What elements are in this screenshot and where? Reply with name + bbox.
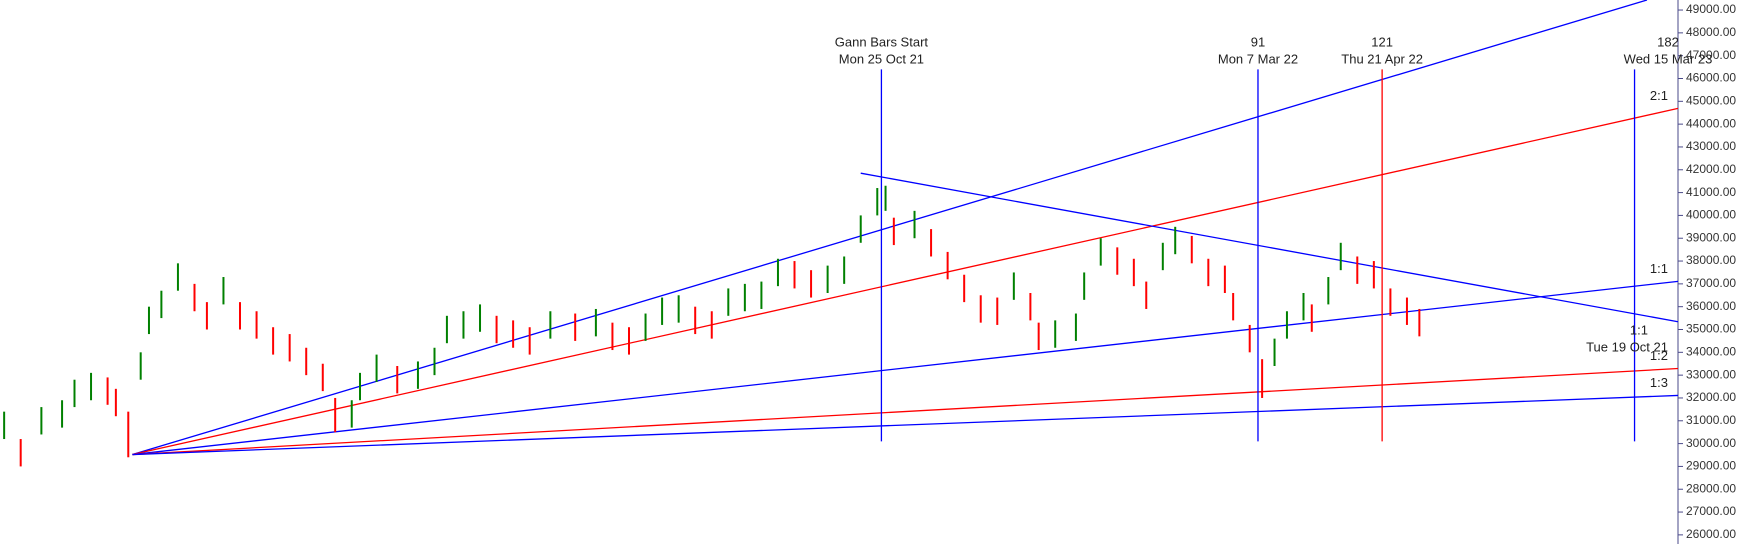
y-tick-label: 37000.00 (1686, 276, 1736, 290)
fan-label: 1:2 (1650, 348, 1668, 363)
fan-label: 1:3 (1650, 375, 1668, 390)
fan-label: 2:1 (1650, 88, 1668, 103)
y-tick-label: 26000.00 (1686, 527, 1736, 541)
y-tick-label: 32000.00 (1686, 390, 1736, 404)
y-tick-label: 46000.00 (1686, 71, 1736, 85)
y-tick-label: 30000.00 (1686, 436, 1736, 450)
y-tick-label: 33000.00 (1686, 367, 1736, 381)
y-tick-label: 28000.00 (1686, 481, 1736, 495)
y-tick-label: 41000.00 (1686, 185, 1736, 199)
y-tick-label: 36000.00 (1686, 299, 1736, 313)
y-tick-label: 43000.00 (1686, 139, 1736, 153)
y-tick-label: 39000.00 (1686, 230, 1736, 244)
time-label: 121 (1371, 34, 1393, 49)
y-tick-label: 49000.00 (1686, 2, 1736, 16)
y-tick-label: 27000.00 (1686, 504, 1736, 518)
time-label: Wed 15 Mar 23 (1624, 51, 1713, 66)
y-tick-label: 40000.00 (1686, 208, 1736, 222)
y-tick-label: 31000.00 (1686, 413, 1736, 427)
y-tick-label: 42000.00 (1686, 162, 1736, 176)
y-tick-label: 45000.00 (1686, 93, 1736, 107)
fan-line (132, 280, 1679, 456)
time-label: Gann Bars Start (835, 34, 929, 49)
fan-line (132, 107, 1679, 456)
time-label: Mon 7 Mar 22 (1218, 51, 1298, 66)
fan-line (132, 367, 1679, 456)
time-label: Mon 25 Oct 21 (839, 51, 924, 66)
annotation: Tue 19 Oct 21 (1586, 339, 1668, 354)
y-tick-label: 48000.00 (1686, 25, 1736, 39)
y-tick-label: 35000.00 (1686, 322, 1736, 336)
y-tick-label: 38000.00 (1686, 253, 1736, 267)
y-axis: 26000.00 27000.00 28000.00 29000.00 30000.00… (1678, 2, 1736, 541)
time-label: 182 (1657, 34, 1679, 49)
fan-line (132, 0, 1648, 456)
y-tick-label: 34000.00 (1686, 344, 1736, 358)
y-tick-label: 29000.00 (1686, 459, 1736, 473)
fan-line (132, 394, 1679, 456)
y-tick-label: 44000.00 (1686, 116, 1736, 130)
y-tick-label: 47000.00 (1686, 48, 1736, 62)
annotation: 1:1 (1630, 322, 1648, 337)
time-label: 91 (1251, 34, 1265, 49)
fan-label: 1:1 (1650, 261, 1668, 276)
fan-line (860, 172, 1679, 323)
time-label: Thu 21 Apr 22 (1341, 51, 1423, 66)
